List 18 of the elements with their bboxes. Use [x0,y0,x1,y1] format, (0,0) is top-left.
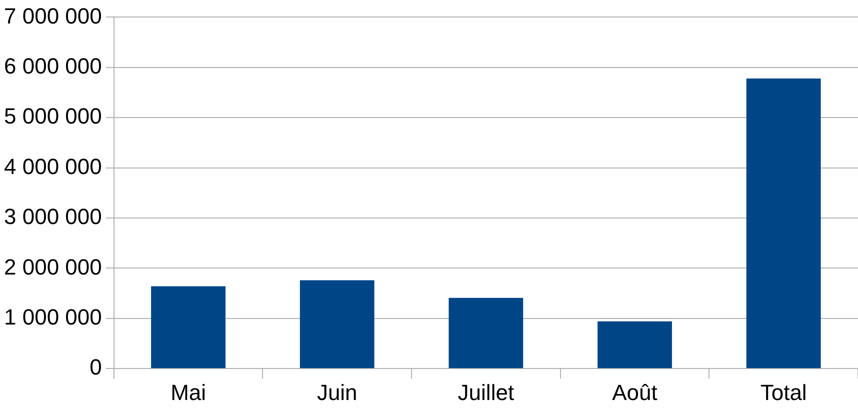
bar [746,78,821,368]
x-tick-label: Août [612,380,658,405]
bar [448,298,524,368]
x-tick-label: Mai [170,380,206,405]
bar [300,280,374,368]
y-tick-label: 5 000 000 [4,104,102,129]
x-tick-label: Total [760,380,807,405]
y-tick-label: 6 000 000 [4,53,102,78]
x-tick-label: Juin [316,380,358,405]
bar [151,286,226,368]
y-tick-label: 1 000 000 [4,304,102,330]
bar [598,321,672,368]
y-tick-label: 2 000 000 [4,254,102,280]
y-tick-label: 3 000 000 [4,204,102,230]
x-tick-label: Juillet [458,380,514,405]
y-tick-label: 7 000 000 [4,3,102,28]
y-tick-label: 4 000 000 [4,154,102,179]
y-tick-label: 0 [90,354,102,380]
